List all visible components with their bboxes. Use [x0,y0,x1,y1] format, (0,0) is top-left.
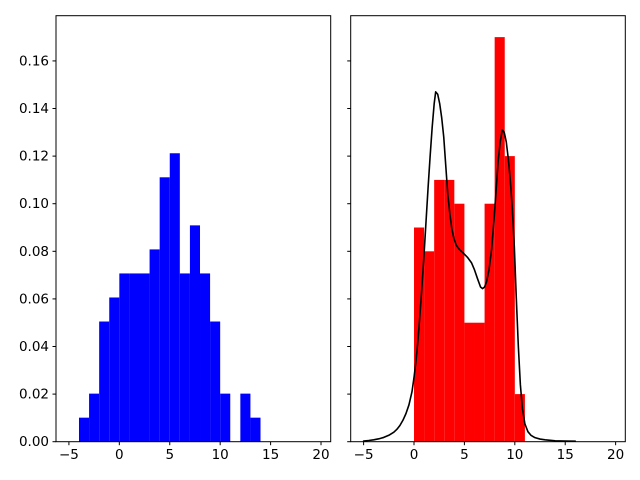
histogram-bar [444,179,455,442]
histogram-bar [454,203,465,442]
histogram-bar [89,393,100,442]
x-tick-label: 20 [607,447,624,463]
y-tick-label: 0.04 [19,339,49,355]
histogram-bar [99,321,110,442]
histogram-bar [494,37,505,442]
histogram-bar [504,156,515,442]
y-tick-label: 0.16 [19,53,49,69]
y-tick-label: 0.00 [19,434,49,450]
histogram-bar [514,394,525,442]
x-tick-label: −5 [59,447,79,463]
right-histogram-axes: −5 0 5 10 15 20 [347,15,626,463]
x-tick-label: 15 [262,447,279,463]
left-histogram-axes: −5 0 5 10 15 20 0.00 0.02 0.04 0.06 0.08 0.10 0.12 0.… [19,15,332,463]
histogram-bar [240,393,251,442]
histogram-bar [149,249,160,442]
x-tick-label: −5 [354,447,374,463]
histogram-bar [464,322,475,442]
y-tick-label: 0.02 [19,387,49,403]
x-tick-label: 10 [212,447,229,463]
histogram-bar [189,225,201,442]
histogram-bar [129,273,140,442]
axes-spines [350,15,626,443]
x-tick-label: 15 [557,447,574,463]
histogram-bar [220,393,231,442]
y-tick-label: 0.12 [19,149,49,165]
y-tick-label: 0.08 [19,244,49,260]
histogram-bar [434,179,445,442]
histogram-bar [78,417,90,442]
histogram-bar [474,322,485,442]
histogram-bar [424,251,435,442]
x-tick-label: 0 [410,447,419,463]
histogram-bar [200,273,211,442]
histogram-bar [139,273,150,442]
histogram-bar [159,177,170,442]
y-tick-label: 0.14 [19,101,49,117]
histogram-bar [109,297,120,442]
kde-curve [362,91,577,443]
x-tick-label: 5 [460,447,469,463]
x-tick-label: 20 [312,447,329,463]
histogram-bar [179,273,190,442]
histogram-bar [169,153,180,442]
y-tick-label: 0.06 [19,291,49,307]
histogram-bar [484,203,495,442]
x-tick-label: 10 [506,447,523,463]
y-tick-label: 0.10 [19,196,49,212]
x-tick-label: 0 [115,447,124,463]
axes-spines [55,15,332,443]
histogram-bar [119,273,130,442]
x-tick-label: 5 [165,447,174,463]
histogram-bar [210,321,221,442]
histogram-bar [250,417,261,442]
